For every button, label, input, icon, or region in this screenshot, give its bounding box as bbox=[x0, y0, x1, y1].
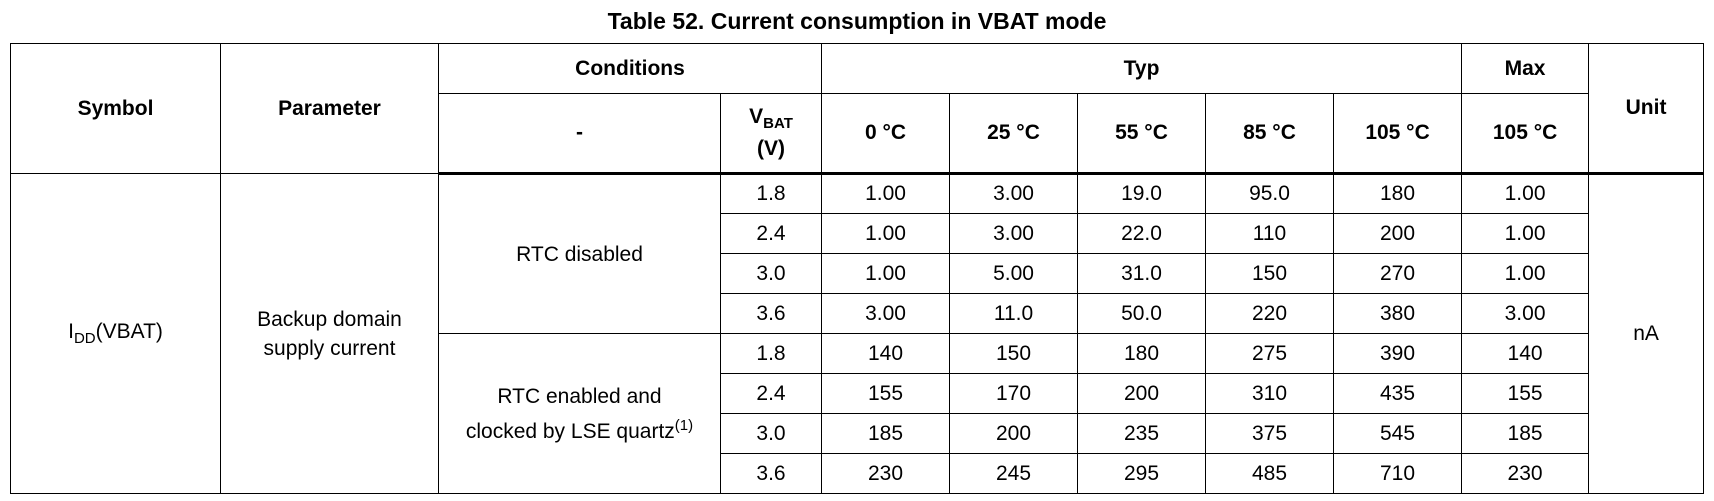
typ-cell: 380 bbox=[1332, 293, 1463, 334]
parameter-cell: Backup domain supply current bbox=[220, 173, 439, 494]
typ-cell: 180 bbox=[1077, 333, 1206, 374]
typ-cell: 180 bbox=[1332, 173, 1463, 214]
typ-cell: 185 bbox=[821, 413, 950, 454]
typ-cell: 220 bbox=[1205, 293, 1334, 334]
current-consumption-table: Symbol Parameter Conditions Typ Max Unit… bbox=[10, 43, 1705, 494]
vbat-cell: 3.6 bbox=[720, 293, 822, 334]
max-cell: 1.00 bbox=[1461, 253, 1590, 294]
unit-cell: nA bbox=[1588, 173, 1705, 494]
header-vbat-sub: BAT bbox=[763, 115, 793, 133]
header-temp-typ-3: 85 °C bbox=[1205, 93, 1334, 175]
header-temp-typ-4: 105 °C bbox=[1332, 93, 1463, 175]
typ-cell: 31.0 bbox=[1077, 253, 1206, 294]
typ-cell: 3.00 bbox=[821, 293, 950, 334]
symbol-sub: DD bbox=[73, 330, 96, 348]
typ-cell: 19.0 bbox=[1077, 173, 1206, 214]
condition-line2: clocked by LSE quartz bbox=[465, 419, 675, 443]
footnote-marker: (1) bbox=[674, 416, 694, 434]
table-row: 2.4 155 170 200 310 435 155 bbox=[11, 373, 1704, 414]
max-cell: 140 bbox=[1461, 333, 1590, 374]
typ-cell: 5.00 bbox=[949, 253, 1078, 294]
header-typ: Typ bbox=[820, 43, 1463, 94]
table-row: IDD(VBAT) Backup domain supply current RT… bbox=[10, 173, 1705, 494]
header-condition-dash: - bbox=[438, 93, 721, 175]
header-temp-typ-2: 55 °C bbox=[1077, 93, 1206, 175]
typ-cell: 545 bbox=[1332, 413, 1463, 454]
vbat-cell: 1.8 bbox=[720, 333, 822, 374]
typ-cell: 150 bbox=[1205, 253, 1334, 294]
typ-cell: 200 bbox=[1077, 373, 1206, 414]
max-cell: 1.00 bbox=[1461, 173, 1590, 214]
table-caption: Table 52. Current consumption in VBAT mo… bbox=[607, 8, 1107, 34]
symbol-cell: IDD(VBAT) bbox=[10, 173, 221, 494]
max-cell: 155 bbox=[1461, 373, 1590, 414]
max-cell: 230 bbox=[1461, 453, 1590, 494]
typ-cell: 435 bbox=[1332, 373, 1463, 414]
typ-cell: 11.0 bbox=[949, 293, 1078, 334]
header-vbat-unit: (V) bbox=[756, 136, 785, 160]
typ-cell: 295 bbox=[1077, 453, 1206, 494]
header-parameter: Parameter bbox=[220, 43, 439, 174]
condition-rtc-disabled: RTC disabled bbox=[438, 173, 721, 334]
typ-cell: 275 bbox=[1205, 333, 1334, 374]
typ-cell: 3.00 bbox=[949, 173, 1078, 214]
header-max: Max bbox=[1461, 43, 1590, 94]
header-vbat: VBAT (V) bbox=[720, 93, 822, 175]
typ-cell: 50.0 bbox=[1077, 293, 1206, 334]
header-symbol: Symbol bbox=[10, 43, 221, 174]
header-unit: Unit bbox=[1588, 43, 1705, 175]
typ-cell: 3.00 bbox=[949, 213, 1078, 254]
max-cell: 185 bbox=[1461, 413, 1590, 454]
typ-cell: 235 bbox=[1077, 413, 1206, 454]
vbat-cell: 3.0 bbox=[720, 253, 822, 294]
header-temp-typ-0: 0 °C bbox=[821, 93, 950, 175]
typ-cell: 485 bbox=[1205, 453, 1334, 494]
typ-cell: 1.00 bbox=[821, 173, 950, 214]
vbat-cell: 3.0 bbox=[720, 413, 822, 454]
header-vbat-main: V bbox=[749, 105, 764, 129]
condition-line1: RTC disabled bbox=[516, 242, 643, 266]
typ-cell: 375 bbox=[1205, 413, 1334, 454]
header-conditions: Conditions bbox=[438, 43, 822, 94]
typ-cell: 170 bbox=[949, 373, 1078, 414]
typ-cell: 150 bbox=[949, 333, 1078, 374]
vbat-cell: 2.4 bbox=[720, 213, 822, 254]
typ-cell: 200 bbox=[949, 413, 1078, 454]
max-cell: 1.00 bbox=[1461, 213, 1590, 254]
typ-cell: 110 bbox=[1205, 213, 1334, 254]
header-temp-max: 105 °C bbox=[1461, 93, 1590, 175]
typ-cell: 230 bbox=[821, 453, 950, 494]
table-row: 2.4 1.00 3.00 22.0 110 200 1.00 bbox=[11, 213, 1704, 254]
typ-cell: 390 bbox=[1332, 333, 1463, 374]
typ-cell: 200 bbox=[1332, 213, 1463, 254]
typ-cell: 140 bbox=[821, 333, 950, 374]
symbol-suffix: (VBAT) bbox=[95, 319, 163, 343]
parameter-line1: Backup domain bbox=[257, 307, 402, 331]
vbat-cell: 1.8 bbox=[720, 173, 822, 214]
typ-cell: 245 bbox=[949, 453, 1078, 494]
typ-cell: 22.0 bbox=[1077, 213, 1206, 254]
vbat-cell: 2.4 bbox=[720, 373, 822, 414]
typ-cell: 1.00 bbox=[821, 253, 950, 294]
typ-cell: 710 bbox=[1332, 453, 1463, 494]
condition-rtc-enabled: RTC enabled and clocked by LSE quartz(1) bbox=[438, 333, 721, 494]
symbol-main: I bbox=[68, 319, 74, 343]
condition-line1: RTC enabled and bbox=[497, 384, 662, 408]
vbat-cell: 3.6 bbox=[720, 453, 822, 494]
table-row: 3.6 230 245 295 485 710 230 bbox=[11, 453, 1704, 494]
typ-cell: 95.0 bbox=[1205, 173, 1334, 214]
table-row: 3.0 1.00 5.00 31.0 150 270 1.00 bbox=[11, 253, 1704, 294]
parameter-line2: supply current bbox=[263, 336, 396, 360]
typ-cell: 155 bbox=[821, 373, 950, 414]
typ-cell: 1.00 bbox=[821, 213, 950, 254]
header-temp-typ-1: 25 °C bbox=[949, 93, 1078, 175]
typ-cell: 270 bbox=[1332, 253, 1463, 294]
max-cell: 3.00 bbox=[1461, 293, 1590, 334]
typ-cell: 310 bbox=[1205, 373, 1334, 414]
